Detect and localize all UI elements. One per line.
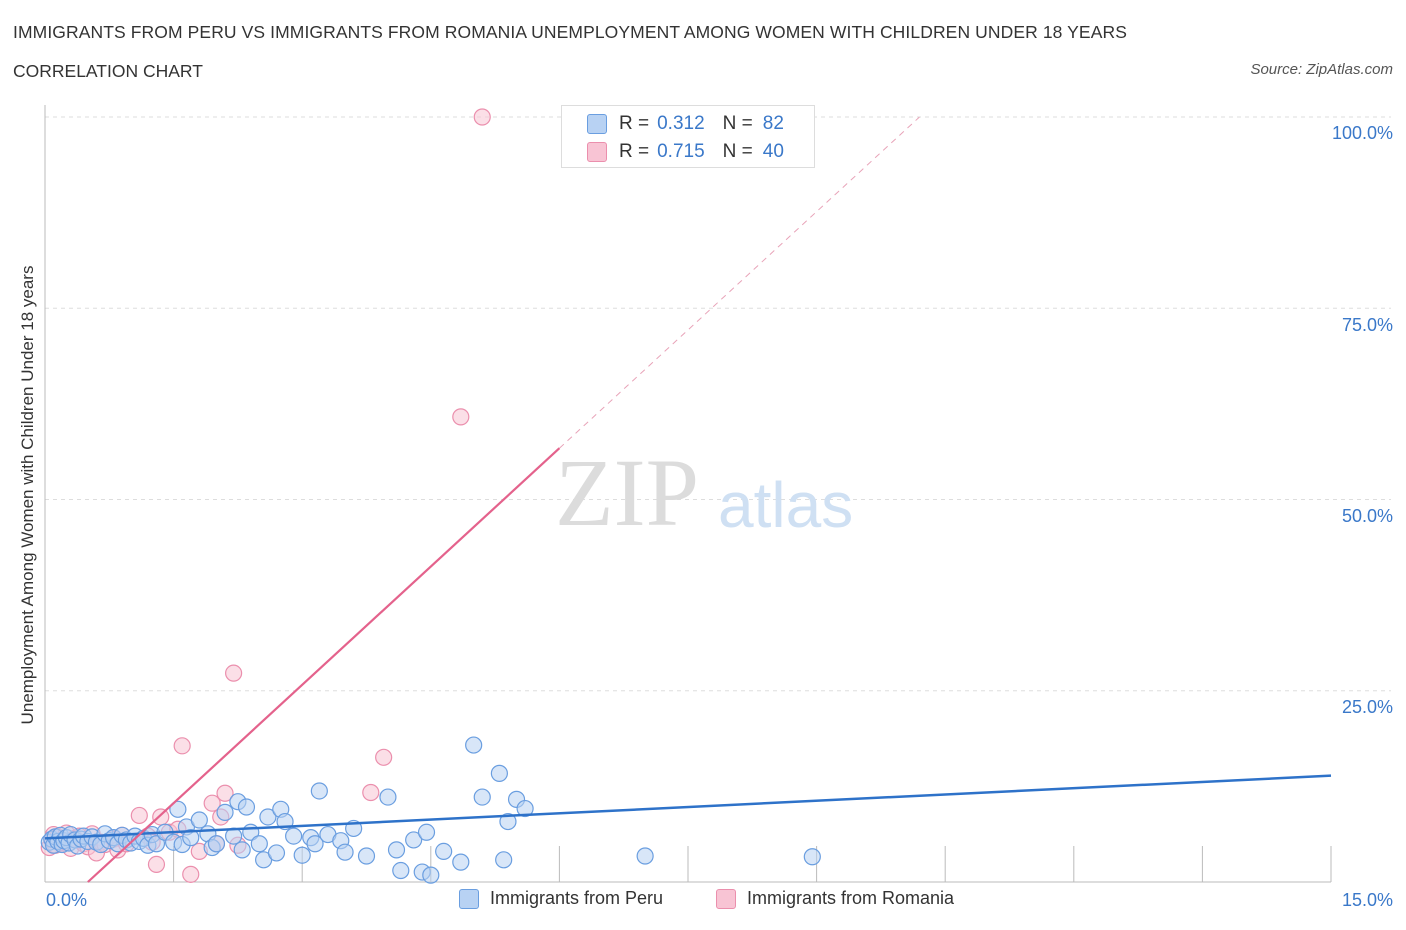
x-tick-max: 15.0% (1341, 890, 1393, 910)
stats-legend: R = 0.312 N = 82 R = 0.715 N = 40 (561, 105, 815, 168)
romania-n-value: 40 (762, 141, 784, 162)
romania-point (173, 737, 191, 755)
romania-trend-line (87, 447, 561, 883)
peru-point (169, 800, 187, 818)
peru-r-value: 0.312 (657, 113, 705, 134)
romania-point (375, 748, 393, 766)
peru-n-value: 82 (762, 113, 784, 134)
peru-point (207, 835, 226, 853)
chart-title: IMMIGRANTS FROM PERU VS IMMIGRANTS FROM … (13, 22, 1127, 42)
peru-point (417, 823, 436, 841)
peru-point (495, 851, 513, 869)
trend-lines (44, 116, 1332, 883)
romania-point (130, 806, 148, 825)
legend-label-peru: Immigrants from Peru (490, 888, 664, 908)
peru-point (473, 788, 491, 806)
romania-point (182, 865, 200, 883)
peru-point (387, 841, 406, 859)
peru-point (267, 844, 286, 862)
romania-legend-swatch (716, 888, 736, 909)
peru-point (435, 842, 453, 861)
grid-layer (45, 116, 1391, 692)
peru-point (336, 843, 354, 861)
peru-point (452, 853, 470, 871)
romania-swatch (587, 142, 607, 162)
chart-subtitle: CORRELATION CHART (13, 61, 203, 81)
peru-point (233, 841, 251, 859)
peru-point (379, 788, 397, 806)
romania-point (203, 794, 221, 812)
romania-r-label: R = (619, 141, 650, 162)
peru-point (259, 808, 277, 826)
peru-legend-swatch (459, 888, 479, 909)
y-tick-100: 100.0% (1331, 123, 1393, 143)
peru-point (490, 764, 508, 782)
peru-point (357, 847, 376, 865)
peru-point (216, 803, 234, 821)
romania-n-label: N = (722, 141, 753, 162)
peru-point (392, 861, 410, 880)
stats-row-peru: R = 0.312 N = 82 (587, 111, 784, 137)
peru-point (803, 848, 821, 866)
peru-point (465, 736, 483, 754)
peru-swatch (587, 114, 607, 134)
peru-point (422, 866, 440, 884)
stats-row-romania: R = 0.715 N = 40 (587, 139, 784, 165)
romania-point (147, 855, 166, 874)
romania-points (40, 108, 491, 883)
watermark-zip: ZIP (555, 439, 699, 546)
watermark-atlas: atlas (718, 469, 853, 541)
peru-point (182, 829, 200, 847)
peru-point (285, 827, 303, 845)
x-tick-min: 0.0% (46, 890, 88, 910)
peru-point (293, 846, 311, 864)
bottom-legend: Immigrants from Peru Immigrants from Rom… (0, 888, 1406, 916)
axes-layer (44, 105, 1332, 883)
peru-point (147, 835, 166, 853)
peru-point (516, 799, 534, 818)
peru-point (190, 811, 208, 829)
peru-point (499, 812, 517, 831)
watermark: ZIP atlas (555, 439, 853, 546)
legend-label-romania: Immigrants from Romania (747, 888, 955, 908)
peru-point (306, 835, 324, 853)
y-tick-50: 50.0% (1341, 506, 1393, 526)
peru-point (636, 847, 654, 865)
y-tick-25: 25.0% (1341, 697, 1393, 717)
romania-point (452, 408, 470, 426)
peru-r-label: R = (619, 113, 650, 134)
romania-point (152, 808, 170, 826)
legend-item-peru[interactable]: Immigrants from Peru (459, 888, 663, 909)
peru-point (405, 831, 423, 849)
romania-trend-extension (559, 116, 920, 449)
y-tick-75: 75.0% (1341, 315, 1393, 335)
romania-point (225, 664, 243, 682)
legend-item-romania[interactable]: Immigrants from Romania (716, 888, 954, 909)
romania-point (362, 783, 380, 802)
source-label: Source: ZipAtlas.com (1250, 61, 1393, 78)
peru-point (310, 782, 328, 800)
peru-n-label: N = (722, 113, 753, 134)
peru-point (250, 835, 268, 853)
romania-point (473, 108, 491, 126)
peru-point (237, 798, 256, 816)
romania-r-value: 0.715 (657, 141, 705, 162)
peru-trend-line (44, 774, 1332, 840)
romania-point (216, 784, 234, 802)
